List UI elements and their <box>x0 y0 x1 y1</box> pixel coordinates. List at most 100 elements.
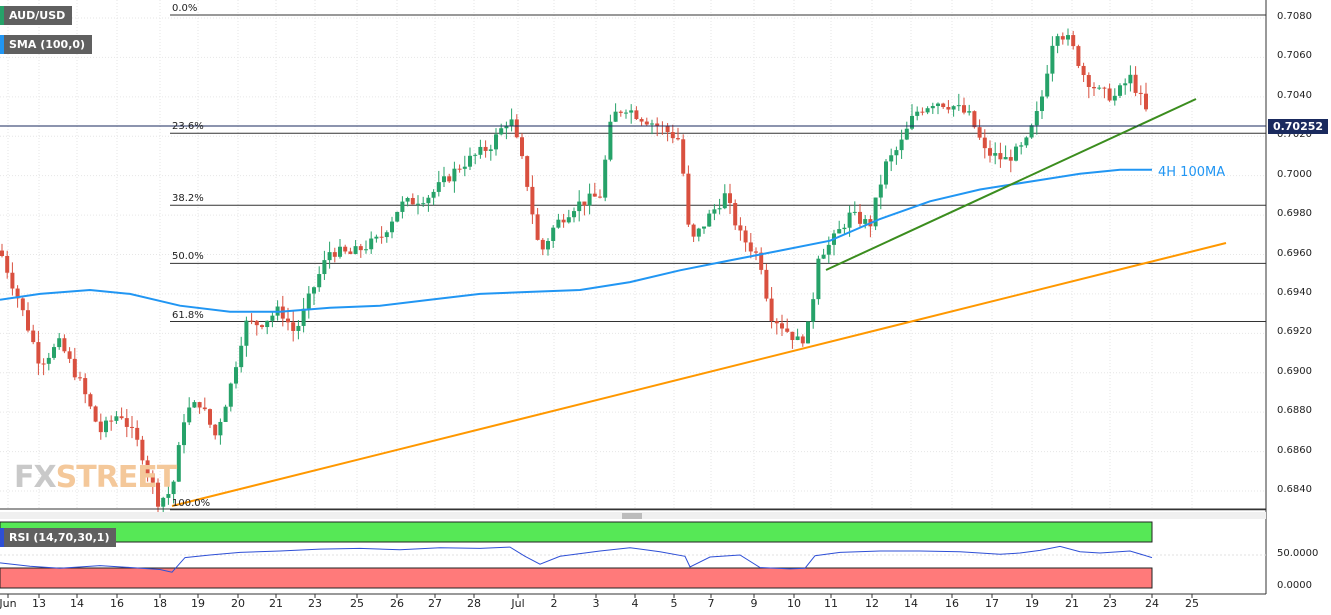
logo-street: STREET <box>55 460 178 495</box>
candle-body <box>546 240 550 250</box>
candle-body <box>504 126 509 129</box>
candle-body <box>15 288 20 299</box>
logo-fx: FX <box>14 460 57 495</box>
candle-body <box>254 320 259 326</box>
candle-body <box>577 201 582 212</box>
candle-body <box>1071 35 1076 47</box>
x-tick-label: 23 <box>1103 597 1117 610</box>
candle-body <box>468 155 472 167</box>
candle-body <box>26 310 30 331</box>
x-tick-label: 20 <box>231 597 245 610</box>
candle-body <box>800 336 805 344</box>
candle-body <box>572 211 576 218</box>
candle-body <box>447 176 452 182</box>
candle-body <box>442 176 446 183</box>
candle-body <box>208 409 212 425</box>
candle-body <box>1081 65 1086 76</box>
candle-body <box>1034 111 1039 126</box>
candle-body <box>790 331 795 341</box>
candle-body <box>598 196 602 198</box>
rsi-oversold-zone <box>0 567 1153 589</box>
x-tick-label: 19 <box>191 597 205 610</box>
candle-body <box>811 299 816 322</box>
candle-body <box>707 213 712 227</box>
x-tick-label: 18 <box>153 597 167 610</box>
candle-body <box>582 201 587 206</box>
candles <box>0 28 1148 519</box>
candle-body <box>743 230 748 243</box>
candle-body <box>821 254 826 259</box>
candle-body <box>1045 73 1050 97</box>
candle-body <box>499 128 504 135</box>
candle-body <box>462 166 467 169</box>
candle-body <box>473 154 478 156</box>
candle-body <box>915 111 920 116</box>
candle-body <box>618 111 623 113</box>
drag-handle-icon[interactable] <box>622 513 642 519</box>
candle-body <box>405 198 410 202</box>
candle-body <box>130 426 134 428</box>
candle-body <box>1055 36 1060 46</box>
y-tick-label: 0.6960 <box>1277 247 1312 259</box>
candle-body <box>1076 46 1081 66</box>
candle-body <box>187 407 192 423</box>
x-tick-label: Jun <box>0 597 17 610</box>
orange-support-line[interactable] <box>171 242 1227 507</box>
candle-body <box>1008 157 1013 161</box>
candle-body <box>540 239 545 250</box>
candle-body <box>306 293 311 309</box>
candle-body <box>722 193 727 209</box>
sma-label: SMA (100,0) <box>9 38 86 51</box>
candle-body <box>5 255 10 273</box>
rsi-tick-0: 0.0000 <box>1277 580 1312 591</box>
symbol-legend[interactable]: AUD/USD <box>0 6 73 25</box>
y-tick-label: 0.7060 <box>1277 50 1312 62</box>
candle-body <box>36 342 41 364</box>
candle-body <box>161 497 166 507</box>
candle-body <box>977 127 982 138</box>
candle-body <box>780 323 784 329</box>
candle-body <box>691 224 696 237</box>
fib-label: 61.8% <box>172 309 204 321</box>
x-tick-label: 21 <box>1065 597 1079 610</box>
candle-body <box>894 150 899 156</box>
y-tick-label: 0.6860 <box>1277 444 1312 456</box>
green-support-line[interactable] <box>825 98 1197 271</box>
sma-line <box>0 168 1152 313</box>
candle-body <box>213 424 218 436</box>
candle-body <box>176 445 181 482</box>
candle-body <box>644 121 649 125</box>
rsi-legend[interactable]: RSI (14,70,30,1) <box>0 528 117 547</box>
candle-body <box>639 119 644 122</box>
candle-body <box>343 246 348 252</box>
x-tick-label: 24 <box>1145 597 1159 610</box>
x-tick-label: 16 <box>945 597 959 610</box>
candle-body <box>613 111 618 122</box>
candle-body <box>374 236 379 239</box>
fib-label: 23.6% <box>172 121 204 133</box>
fib-label: 0.0% <box>172 3 198 15</box>
candle-body <box>332 252 337 257</box>
candle-body <box>31 330 36 343</box>
ma-annotation: 4H 100MA <box>1158 165 1226 180</box>
candle-body <box>759 252 764 270</box>
candle-body <box>712 209 717 214</box>
x-tick-label: 23 <box>308 597 322 610</box>
y-tick-label: 0.6880 <box>1277 405 1312 417</box>
candle-body <box>171 481 176 495</box>
candle-body <box>904 128 909 140</box>
candle-body <box>967 111 972 113</box>
y-tick-label: 0.7000 <box>1277 168 1312 180</box>
candle-body <box>0 250 4 256</box>
sma-legend[interactable]: SMA (100,0) <box>0 35 93 54</box>
candle-body <box>1029 125 1034 138</box>
candle-body <box>847 212 852 228</box>
candle-body <box>109 420 114 422</box>
candle-body <box>993 153 998 156</box>
candle-body <box>358 246 363 251</box>
candle-body <box>494 134 498 150</box>
candle-body <box>1138 92 1143 94</box>
x-tick-label: 5 <box>670 597 678 610</box>
candle-body <box>150 473 155 483</box>
